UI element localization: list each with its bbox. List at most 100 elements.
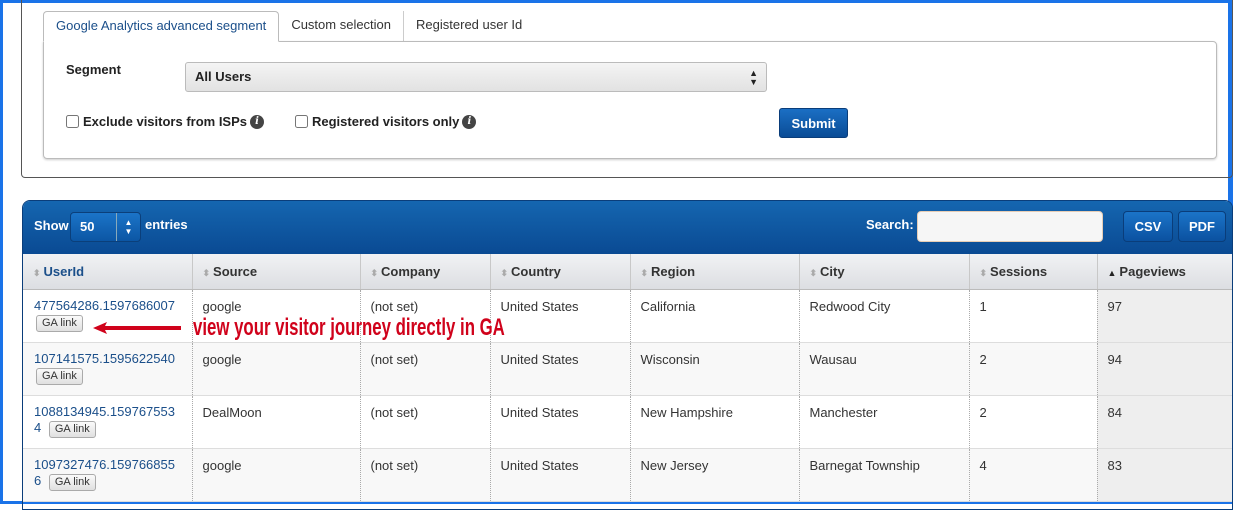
table-row: 1088134945.1597675534 GA link DealMoon (no… — [23, 395, 1232, 449]
cell-region: New Jersey — [630, 448, 800, 502]
annotation-arrow-icon — [93, 322, 181, 334]
sort-asc-icon: ▲ — [1107, 267, 1117, 278]
cell-city: Manchester — [799, 395, 970, 449]
tab-registered-user-id[interactable]: Registered user Id — [416, 17, 523, 32]
cell-pageviews: 83 — [1097, 448, 1232, 502]
table-row: 107141575.1595622540 GA link google (not s… — [23, 342, 1232, 396]
cell-source: google — [192, 448, 361, 502]
cell-country: United States — [490, 342, 631, 396]
search-label: Search: — [866, 217, 914, 232]
column-header-company[interactable]: ⬍ Company — [360, 254, 491, 290]
csv-button[interactable]: CSV — [1123, 211, 1173, 242]
cell-sessions: 2 — [969, 395, 1098, 449]
cell-region: Wisconsin — [630, 342, 800, 396]
ga-link-button[interactable]: GA link — [36, 314, 83, 332]
cell-sessions: 4 — [969, 448, 1098, 502]
info-icon[interactable]: i — [462, 114, 477, 129]
sort-icon: ⬍ — [500, 267, 509, 278]
column-label: Pageviews — [1119, 263, 1186, 279]
show-label: Show — [34, 218, 69, 233]
user-id-link[interactable]: 107141575.1595622540 — [34, 350, 175, 366]
segment-label: Segment — [66, 62, 121, 77]
segment-select[interactable]: All Users ▲ ▼ — [185, 62, 767, 92]
cell-company: (not set) — [360, 342, 491, 396]
column-header-city[interactable]: ⬍ City — [799, 254, 970, 290]
column-label: City — [820, 263, 845, 279]
cell-city: Redwood City — [799, 289, 970, 343]
annotation-text: view your visitor journey directly in GA — [193, 314, 505, 341]
cell-country: United States — [490, 289, 631, 343]
table-row: 477564286.1597686007 GA link google (not s… — [23, 289, 1232, 343]
table-toolbar: Show 50 ▲ ▼ entries Search: CSV PDF — [23, 201, 1232, 254]
cell-userid: 1097327476.1597668556 GA link — [23, 448, 193, 502]
sort-icon: ⬍ — [33, 267, 41, 278]
sort-icon: ⬍ — [979, 267, 988, 278]
column-label: Region — [651, 263, 696, 279]
cell-pageviews: 94 — [1097, 342, 1232, 396]
user-id-link[interactable]: 1097327476.1597668556 — [34, 456, 175, 488]
cell-company: (not set) — [360, 395, 491, 449]
sort-icon: ⬍ — [640, 267, 649, 278]
column-label: Company — [381, 263, 441, 279]
user-id-link[interactable]: 1088134945.1597675534 — [34, 403, 175, 435]
cell-pageviews: 97 — [1097, 289, 1232, 343]
registered-only-label: Registered visitors only — [312, 114, 460, 129]
cell-sessions: 1 — [969, 289, 1098, 343]
data-table-wrapper: Show 50 ▲ ▼ entries Search: CSV PDF ⬍ UserI… — [22, 200, 1233, 510]
sort-icon: ⬍ — [202, 267, 211, 278]
search-input[interactable] — [917, 211, 1103, 242]
cell-country: United States — [490, 395, 631, 449]
table-row: 1097327476.1597668556 GA link google (not … — [23, 448, 1232, 502]
info-icon[interactable]: i — [250, 114, 265, 129]
column-header-country[interactable]: ⬍ Country — [490, 254, 631, 290]
ga-link-button[interactable]: GA link — [48, 473, 96, 491]
column-label: Country — [511, 263, 561, 279]
submit-button[interactable]: Submit — [779, 108, 848, 138]
column-label: Source — [213, 263, 258, 279]
cell-source: google — [192, 342, 361, 396]
exclude-isps-input[interactable] — [66, 115, 79, 128]
entries-label: entries — [145, 217, 188, 232]
cell-source: DealMoon — [192, 395, 361, 449]
entries-length-select[interactable]: 50 ▲ ▼ — [70, 212, 141, 242]
cell-company: (not set) — [360, 448, 491, 502]
cell-userid: 107141575.1595622540 GA link — [23, 342, 193, 396]
cell-region: New Hampshire — [630, 395, 800, 449]
select-arrows-icon: ▲ ▼ — [749, 68, 758, 87]
segment-value: All Users — [195, 69, 252, 84]
sort-icon: ⬍ — [370, 267, 379, 278]
segment-tabs: Google Analytics advanced segment Custom… — [43, 11, 534, 42]
cell-city: Wausau — [799, 342, 970, 396]
length-value: 50 — [80, 219, 95, 234]
cell-city: Barnegat Township — [799, 448, 970, 502]
registered-only-input[interactable] — [295, 115, 308, 128]
column-header-sessions[interactable]: ⬍ Sessions — [969, 254, 1098, 290]
ga-link-button[interactable]: GA link — [36, 367, 83, 385]
column-header-pageviews[interactable]: ▲ Pageviews — [1097, 254, 1232, 290]
cell-sessions: 2 — [969, 342, 1098, 396]
ga-link-button[interactable]: GA link — [48, 420, 96, 438]
segment-panel: Segment All Users ▲ ▼ Exclude visitors fro… — [43, 41, 1217, 159]
tab-custom-selection[interactable]: Custom selection — [279, 11, 405, 41]
cell-userid: 1088134945.1597675534 GA link — [23, 395, 193, 449]
column-label: UserId — [43, 263, 85, 279]
cell-region: California — [630, 289, 800, 343]
user-id-link[interactable]: 477564286.1597686007 — [34, 297, 175, 313]
tab-ga-segment[interactable]: Google Analytics advanced segment — [43, 11, 280, 42]
cell-source: google — [192, 289, 361, 343]
column-label: Sessions — [990, 263, 1048, 279]
cell-userid: 477564286.1597686007 GA link — [23, 289, 193, 343]
registered-only-checkbox[interactable]: Registered visitors only i — [295, 114, 477, 129]
visitors-table: ⬍ UserId ⬍ Source ⬍ Company ⬍ Country ⬍ Region ⬍ Ci… — [23, 254, 1232, 502]
exclude-isps-label: Exclude visitors from ISPs — [83, 114, 248, 129]
pdf-button[interactable]: PDF — [1178, 211, 1226, 242]
sort-icon: ⬍ — [809, 267, 818, 278]
column-header-source[interactable]: ⬍ Source — [192, 254, 361, 290]
cell-country: United States — [490, 448, 631, 502]
cell-company: (not set) — [360, 289, 491, 343]
column-header-region[interactable]: ⬍ Region — [630, 254, 800, 290]
column-header-userid[interactable]: ⬍ UserId — [23, 254, 193, 290]
cell-pageviews: 84 — [1097, 395, 1232, 449]
exclude-isps-checkbox[interactable]: Exclude visitors from ISPs i — [66, 114, 265, 129]
select-arrows-icon: ▲ ▼ — [116, 213, 140, 241]
